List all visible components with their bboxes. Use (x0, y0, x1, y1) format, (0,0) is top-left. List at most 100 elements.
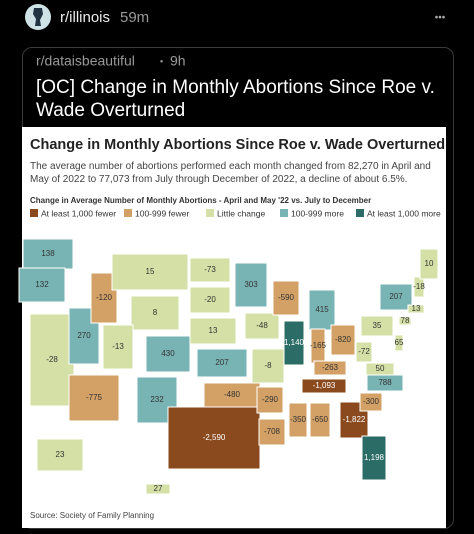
state-label: -72 (358, 347, 370, 356)
state-label: -28 (46, 355, 58, 364)
state-label: 1,140 (284, 338, 305, 347)
menu[interactable]: ••• (435, 13, 446, 24)
state-label: -48 (256, 321, 268, 330)
state-label: -650 (312, 415, 329, 424)
state (272, 280, 300, 316)
state-label: 303 (244, 280, 258, 289)
state-label: -18 (413, 282, 425, 291)
legend-label: Little change (217, 208, 265, 218)
state (407, 304, 425, 314)
state (130, 295, 180, 331)
icon-shape (33, 8, 43, 26)
state (361, 435, 387, 481)
separator: • (160, 56, 163, 66)
state-label: 232 (150, 395, 164, 404)
state-label: -290 (262, 395, 279, 404)
state (413, 276, 425, 298)
source: Source: Society of Family Planning (30, 511, 155, 520)
state-label: 430 (161, 349, 175, 358)
state-label: -775 (86, 393, 103, 402)
legend-label: At least 1,000 more (367, 208, 441, 218)
state-label: -120 (96, 293, 113, 302)
state-label: -1,093 (313, 381, 336, 390)
state (145, 335, 191, 373)
crosspost-subreddit[interactable]: r/dataisbeautiful (36, 53, 135, 69)
crosspost-time: 9h (170, 53, 186, 69)
state (258, 418, 286, 446)
state (18, 267, 66, 303)
state-label: -1,822 (343, 415, 366, 424)
post-time: 59m (120, 9, 149, 26)
header: r/illinois 59m ••• (25, 4, 446, 30)
legend-swatch (124, 209, 132, 217)
state (36, 438, 84, 472)
state-label: 13 (412, 304, 421, 313)
state-label: 1,198 (364, 453, 385, 462)
state (313, 360, 347, 376)
state-label: -350 (290, 415, 307, 424)
state-label: -165 (310, 341, 327, 350)
state (256, 386, 284, 414)
state (145, 483, 171, 495)
state (355, 341, 373, 363)
state-label: 65 (395, 338, 404, 347)
legend-title: Change in Average Number of Monthly Abor… (30, 196, 372, 205)
state (288, 402, 308, 438)
state-label: -13 (112, 342, 124, 351)
state-label: -263 (322, 363, 339, 372)
state-label: -708 (264, 427, 281, 436)
legend-swatch (356, 209, 364, 217)
state (308, 289, 336, 331)
state (251, 348, 285, 384)
crosspost-meta: r/dataisbeautiful • 9h (36, 53, 186, 69)
state (419, 248, 439, 280)
legend-swatch (206, 209, 214, 217)
state-label: 10 (425, 259, 434, 268)
state-label: 13 (209, 326, 218, 335)
state-label: 207 (215, 358, 229, 367)
state (189, 317, 237, 345)
state-label: -300 (363, 397, 380, 406)
state-label: 207 (389, 292, 403, 301)
state-label: -2,590 (203, 433, 226, 442)
legend-label: 100-999 fewer (135, 208, 190, 218)
state (244, 312, 280, 340)
state-label: 788 (378, 378, 392, 387)
state-label: 415 (315, 305, 329, 314)
state-label: 15 (146, 267, 155, 276)
state (283, 320, 305, 366)
state (102, 324, 134, 370)
state (301, 378, 347, 394)
state-label: -480 (224, 390, 241, 399)
legend-label: 100-999 more (291, 208, 344, 218)
chart-title: Change in Monthly Abortions Since Roe v.… (30, 137, 446, 153)
state-label: 23 (56, 450, 65, 459)
post-title[interactable]: [OC] Change in Monthly Abortions Since R… (36, 77, 435, 121)
state (360, 315, 394, 337)
legend-label: At least 1,000 fewer (41, 208, 116, 218)
state-label: 35 (373, 321, 382, 330)
state-label: -590 (278, 293, 295, 302)
state (167, 406, 261, 470)
state (365, 362, 395, 376)
state (234, 262, 268, 308)
state (111, 253, 189, 291)
state-label: 8 (153, 308, 158, 317)
state (309, 402, 331, 438)
state (330, 324, 356, 356)
state-label: 50 (376, 364, 385, 373)
state-label: 78 (401, 316, 410, 325)
state (379, 283, 413, 311)
chart-subtitle: The average number of abortions performe… (30, 161, 431, 185)
state-label: -820 (335, 335, 352, 344)
state-label: 27 (154, 484, 163, 493)
state (394, 334, 404, 352)
state-label: 138 (41, 249, 55, 258)
legend-swatch (280, 209, 288, 217)
state-label: 132 (35, 280, 49, 289)
subreddit[interactable]: r/illinois (60, 9, 110, 26)
state-label: -73 (204, 265, 216, 274)
state-label: -20 (204, 295, 216, 304)
